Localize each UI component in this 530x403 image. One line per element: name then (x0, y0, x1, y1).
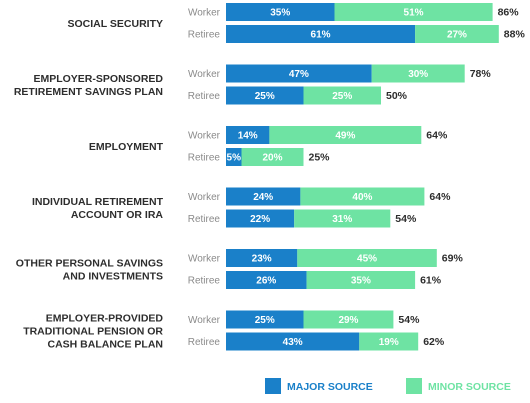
bar-major (226, 332, 360, 351)
bar-major-label: 35% (270, 8, 290, 19)
bar-minor (300, 187, 425, 206)
bar-minor-label: 31% (332, 214, 352, 225)
category-label: EMPLOYER-SPONSORED (33, 73, 163, 85)
bar-minor-label: 29% (338, 315, 358, 326)
bar-minor (334, 3, 493, 21)
bar-minor-label: 40% (352, 192, 372, 203)
group-label: Retiree (188, 214, 221, 225)
bar-total-label: 62% (423, 336, 445, 348)
category-label: AND INVESTMENTS (63, 271, 163, 283)
bar-major (226, 271, 307, 289)
legend-minor-swatch (406, 378, 422, 394)
bar-major-label: 61% (311, 30, 331, 41)
bar-minor-label: 35% (351, 276, 371, 287)
bar-minor (294, 209, 391, 228)
bar-minor (371, 64, 465, 83)
bar-total-label: 25% (309, 152, 331, 164)
bar-major-label: 47% (289, 69, 309, 80)
bar-major (226, 126, 270, 144)
bar-major-label: 22% (250, 214, 270, 225)
group-label: Worker (188, 8, 221, 19)
bar-minor-label: 51% (404, 8, 424, 19)
group-label: Worker (188, 315, 221, 326)
bar-minor (306, 271, 416, 289)
group-label: Worker (188, 131, 221, 142)
group-label: Retiree (188, 30, 221, 41)
bar-minor (359, 332, 419, 351)
bar-minor (297, 249, 437, 267)
bar-total-label: 61% (420, 275, 442, 287)
group-label: Retiree (188, 91, 221, 102)
bar-minor (269, 126, 422, 144)
bar-major (226, 86, 304, 105)
bar-minor (415, 25, 499, 43)
bar-total-label: 50% (386, 90, 408, 102)
bar-major-label: 5% (227, 153, 242, 164)
bar-major (226, 310, 304, 329)
bar-total-label: 78% (470, 68, 492, 80)
bar-total-label: 64% (429, 191, 451, 203)
category-label: RETIREMENT SAVINGS PLAN (14, 86, 163, 98)
group-label: Retiree (188, 276, 221, 287)
group-label: Worker (188, 192, 221, 203)
bar-major (226, 249, 298, 267)
bar-minor-label: 25% (332, 91, 352, 102)
category-label: INDIVIDUAL RETIREMENT (32, 196, 164, 208)
legend-major-swatch (265, 378, 281, 394)
bar-total-label: 64% (426, 130, 448, 142)
bar-minor (303, 86, 381, 105)
legend-major-label: MAJOR SOURCE (287, 381, 373, 393)
bar-minor-label: 45% (357, 254, 377, 265)
group-label: Worker (188, 69, 221, 80)
bar-major (226, 25, 416, 43)
group-label: Worker (188, 254, 221, 265)
bar-major (226, 3, 335, 21)
category-label: SOCIAL SECURITY (68, 18, 163, 30)
bar-major-label: 24% (253, 192, 273, 203)
group-label: Retiree (188, 337, 221, 348)
bar-major-label: 25% (255, 315, 275, 326)
bar-total-label: 54% (398, 314, 420, 326)
bar-total-label: 86% (498, 7, 520, 19)
bar-major-label: 25% (255, 91, 275, 102)
bar-total-label: 54% (395, 213, 417, 225)
bar-major-label: 14% (238, 131, 258, 142)
bar-minor-label: 49% (335, 131, 355, 142)
bar-minor-label: 30% (408, 69, 428, 80)
bar-major-label: 43% (283, 337, 303, 348)
bar-major-label: 23% (252, 254, 272, 265)
bar-major-label: 26% (256, 276, 276, 287)
bar-minor-label: 20% (262, 153, 282, 164)
legend-minor-label: MINOR SOURCE (428, 381, 511, 393)
category-label: ACCOUNT OR IRA (71, 209, 164, 221)
group-label: Retiree (188, 153, 221, 164)
bar-total-label: 69% (442, 253, 464, 265)
bar-minor (241, 148, 304, 166)
bar-major (226, 64, 372, 83)
category-label: TRADITIONAL PENSION OR (23, 326, 163, 338)
category-label: EMPLOYMENT (89, 141, 164, 153)
category-label: OTHER PERSONAL SAVINGS (16, 258, 163, 270)
bar-minor-label: 19% (379, 337, 399, 348)
bar-minor (303, 310, 394, 329)
category-label: EMPLOYER-PROVIDED (46, 313, 164, 325)
bar-total-label: 88% (504, 29, 526, 41)
category-label: CASH BALANCE PLAN (48, 339, 164, 351)
bar-minor-label: 27% (447, 30, 467, 41)
bar-major (226, 148, 242, 166)
bar-major (226, 187, 301, 206)
bar-major (226, 209, 295, 228)
